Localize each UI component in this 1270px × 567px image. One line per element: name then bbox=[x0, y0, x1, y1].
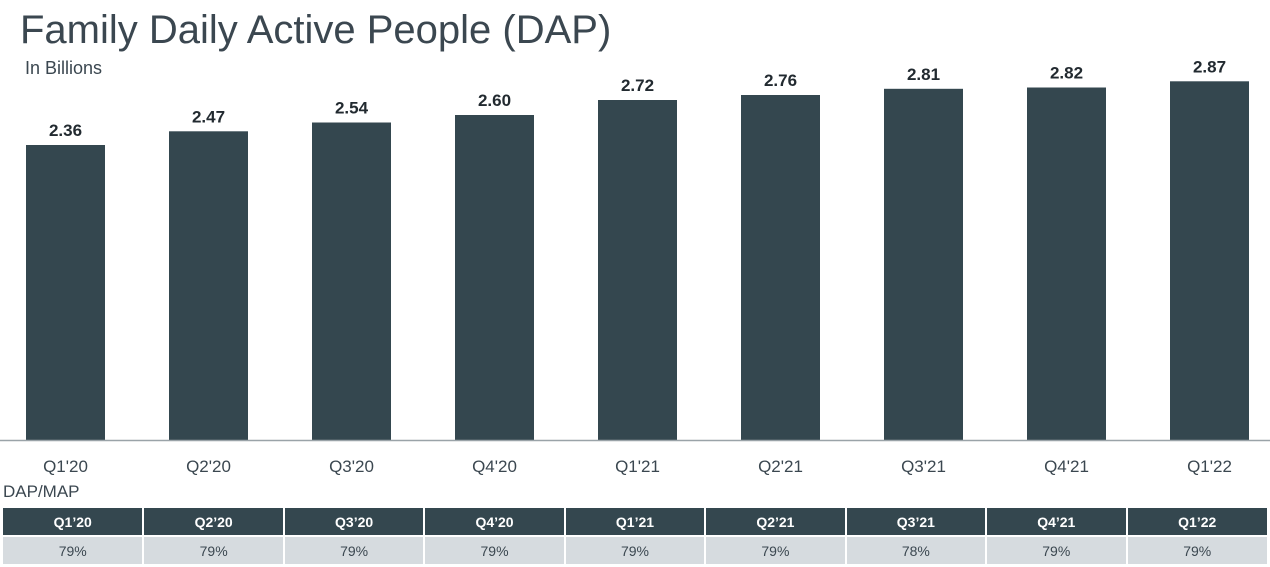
table-cell: 79% bbox=[3, 535, 145, 564]
table-cell: 79% bbox=[564, 535, 707, 564]
table-header-cell: Q4’21 bbox=[986, 508, 1128, 536]
bar-value-label: 2.72 bbox=[621, 76, 654, 95]
bar-value-label: 2.60 bbox=[478, 91, 511, 110]
table-header-cell: Q2’20 bbox=[143, 508, 285, 536]
bar-6 bbox=[884, 88, 963, 441]
bar-chart: 2.36 2.47 2.54 2.60 2.72 2.76 2.81 2.82 2.87 Q1'… bbox=[0, 57, 1270, 476]
table-header-cell: Q3’21 bbox=[845, 508, 988, 536]
chart-title: Family Daily Active People (DAP) bbox=[20, 8, 612, 52]
table-header-cell: Q1’21 bbox=[564, 508, 707, 536]
table-header-cell: Q4’20 bbox=[424, 508, 566, 536]
bar-8 bbox=[1170, 81, 1249, 441]
table-header-cell: Q2’21 bbox=[705, 508, 847, 536]
bar-7 bbox=[1027, 87, 1106, 440]
table-cell: 79% bbox=[986, 535, 1128, 564]
x-tick-label: Q2'20 bbox=[186, 457, 231, 476]
table-row: 79% 79% 79% 79% 79% 79% 78% 79% 79% bbox=[3, 535, 1267, 564]
table-header-cell: Q3’20 bbox=[283, 508, 426, 536]
table-cell: 79% bbox=[143, 535, 285, 564]
bar-4 bbox=[598, 100, 677, 440]
chart-subtitle: In Billions bbox=[25, 58, 103, 78]
bar-3 bbox=[455, 115, 534, 440]
bar-0 bbox=[26, 145, 105, 440]
bar-value-label: 2.82 bbox=[1050, 64, 1083, 83]
x-tick-label: Q4'21 bbox=[1044, 457, 1089, 476]
table-cell: 79% bbox=[705, 535, 847, 564]
table-cell: 79% bbox=[1126, 535, 1267, 564]
table-header-row: Q1’20 Q2’20 Q3’20 Q4’20 Q1’21 Q2’21 Q3’2… bbox=[3, 508, 1267, 536]
bar-1 bbox=[169, 131, 248, 441]
x-tick-label: Q4'20 bbox=[472, 457, 517, 476]
bar-value-label: 2.87 bbox=[1193, 57, 1226, 76]
table-cell: 79% bbox=[283, 535, 426, 564]
x-tick-label: Q3'21 bbox=[901, 457, 946, 476]
x-tick-label: Q1'21 bbox=[615, 457, 660, 476]
bar-value-label: 2.47 bbox=[192, 107, 225, 126]
bar-2 bbox=[312, 122, 391, 440]
table-header-cell: Q1’20 bbox=[3, 508, 145, 536]
table-header-cell: Q1’22 bbox=[1126, 508, 1267, 536]
bar-value-label: 2.36 bbox=[49, 121, 82, 140]
bar-value-label: 2.76 bbox=[764, 71, 797, 90]
x-tick-label: Q3'20 bbox=[329, 457, 374, 476]
dap-map-table: Q1’20 Q2’20 Q3’20 Q4’20 Q1’21 Q2’21 Q3’2… bbox=[3, 508, 1267, 564]
x-tick-label: Q2'21 bbox=[758, 457, 803, 476]
bar-5 bbox=[741, 95, 820, 440]
x-tick-label: Q1'22 bbox=[1187, 457, 1232, 476]
dap-map-table-title: DAP/MAP bbox=[3, 482, 80, 501]
table-cell: 78% bbox=[845, 535, 988, 564]
bar-value-label: 2.54 bbox=[335, 99, 369, 118]
x-tick-label: Q1'20 bbox=[43, 457, 88, 476]
bar-value-label: 2.81 bbox=[907, 65, 940, 84]
table-cell: 79% bbox=[424, 535, 566, 564]
